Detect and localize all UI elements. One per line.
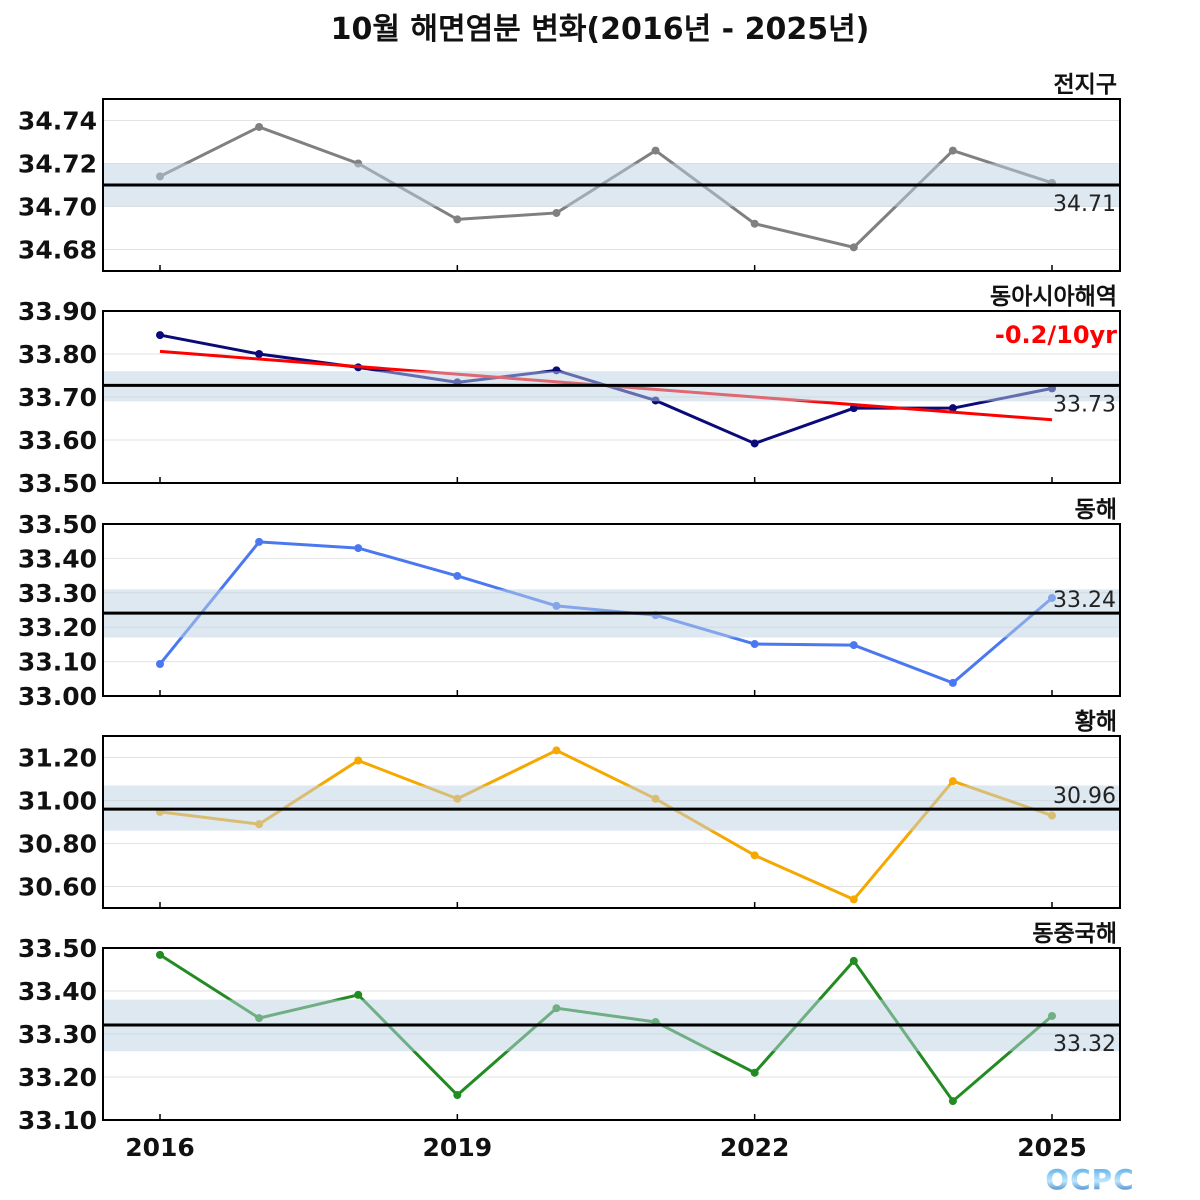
y-tick-label: 33.50 <box>18 510 97 539</box>
panel-4: 33.50 33.40 33.30 33.20 33.10 33.32 동중국해 <box>18 921 1121 1135</box>
data-point <box>849 243 858 252</box>
data-point <box>354 990 363 999</box>
panel-title: 전지구 <box>1054 72 1117 98</box>
data-point <box>255 122 264 131</box>
y-tick-label: 33.80 <box>18 340 97 369</box>
mean-value-label: 33.73 <box>1053 392 1116 417</box>
data-point <box>948 777 957 786</box>
panel-frame <box>102 310 1121 484</box>
x-tick-label: 2016 <box>125 1133 195 1162</box>
y-tick-label: 33.40 <box>18 544 97 573</box>
y-tick-label: 30.60 <box>18 873 97 902</box>
data-point <box>849 641 858 650</box>
y-tick-label: 33.90 <box>18 297 97 326</box>
x-tick-label: 2025 <box>1017 1133 1087 1162</box>
data-point <box>948 404 957 413</box>
mean-value-label: 30.96 <box>1053 784 1116 809</box>
y-tick-label: 33.30 <box>18 579 97 608</box>
panel-title: 동중국해 <box>1032 921 1117 947</box>
data-point <box>750 219 759 228</box>
data-point <box>354 756 363 765</box>
data-point <box>552 208 561 217</box>
y-tick-label: 34.70 <box>18 193 97 222</box>
mean-value-label: 34.71 <box>1053 192 1116 217</box>
y-tick-label: 33.20 <box>18 1063 97 1092</box>
panel-2: 33.50 33.40 33.30 33.20 33.10 33.00 33.24 동해 <box>18 497 1121 711</box>
data-point <box>453 571 462 580</box>
panel-3: 31.20 31.00 30.80 30.60 30.96 황해 <box>18 709 1121 909</box>
y-tick-label: 33.10 <box>18 648 97 677</box>
data-point <box>453 1091 462 1100</box>
y-tick-label: 34.72 <box>18 150 97 179</box>
data-point <box>948 146 957 155</box>
y-tick-label: 33.70 <box>18 383 97 412</box>
data-point <box>552 746 561 755</box>
y-tick-label: 33.30 <box>18 1020 97 1049</box>
y-tick-label: 33.10 <box>18 1106 97 1135</box>
data-point <box>948 1097 957 1106</box>
panel-title: 동아시아해역 <box>990 284 1117 310</box>
data-point <box>948 678 957 687</box>
y-tick-label: 31.00 <box>18 787 97 816</box>
data-point <box>156 660 164 669</box>
panel-0: 34.74 34.72 34.70 34.68 34.71 전지구 <box>18 72 1121 272</box>
y-tick-label: 31.20 <box>18 744 97 773</box>
data-point <box>651 146 660 155</box>
y-tick-label: 33.20 <box>18 613 97 642</box>
x-tick-label: 2022 <box>720 1133 790 1162</box>
data-point <box>453 215 462 224</box>
data-point <box>750 851 759 860</box>
y-tick-label: 34.68 <box>18 236 97 265</box>
x-tick-label: 2019 <box>423 1133 493 1162</box>
panel-frame <box>102 947 1121 1121</box>
data-point <box>156 950 164 959</box>
panel-1: 33.90 33.80 33.70 33.60 33.50 -0.2/10yr 33.73 동… <box>18 284 1121 498</box>
data-point <box>255 537 264 546</box>
y-tick-label: 33.00 <box>18 682 97 711</box>
mean-value-label: 33.32 <box>1053 1032 1116 1057</box>
trend-label: -0.2/10yr <box>995 321 1117 349</box>
ocpc-logo: OCPC <box>1045 1163 1134 1196</box>
y-tick-label: 33.50 <box>18 934 97 963</box>
data-point <box>354 544 363 553</box>
panel-frame <box>102 98 1121 272</box>
data-point <box>750 640 759 649</box>
data-point <box>255 350 264 358</box>
data-point <box>849 956 858 965</box>
data-point <box>750 1068 759 1077</box>
y-tick-label: 34.74 <box>18 107 97 136</box>
data-point <box>750 439 759 448</box>
y-tick-label: 33.60 <box>18 426 97 455</box>
data-point <box>156 331 164 340</box>
panel-frame <box>102 735 1121 909</box>
y-tick-label: 33.40 <box>18 977 97 1006</box>
panel-frame <box>102 523 1121 697</box>
panel-title: 황해 <box>1075 709 1117 735</box>
panel-title: 동해 <box>1075 497 1117 523</box>
chart-title: 10월 해면염분 변화(2016년 - 2025년) <box>330 12 870 47</box>
y-tick-label: 33.50 <box>18 469 97 498</box>
data-point <box>849 895 858 904</box>
y-tick-label: 30.80 <box>18 830 97 859</box>
mean-value-label: 33.24 <box>1053 588 1116 613</box>
